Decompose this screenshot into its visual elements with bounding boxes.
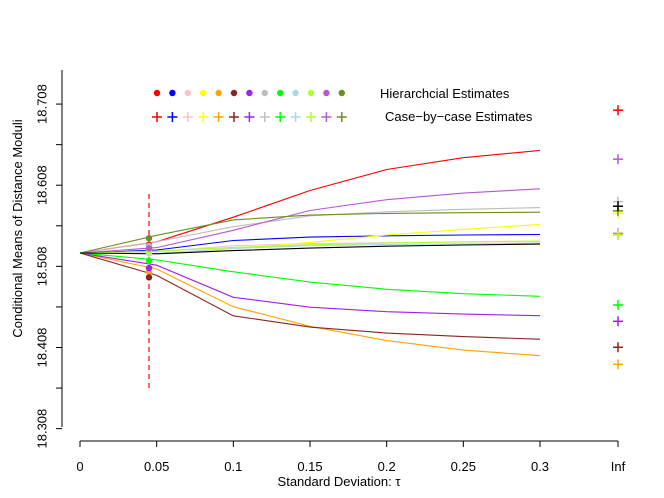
legend-dots <box>153 89 345 97</box>
legend-cross <box>167 112 178 122</box>
hierarchical-estimate-point <box>145 234 153 242</box>
series-line <box>79 243 541 255</box>
legend: Hierarchcial Estimates Case−by−case Esti… <box>152 86 533 124</box>
legend-dot <box>307 89 315 97</box>
legend-dot <box>169 89 176 97</box>
y-tick-label: 18.608 <box>35 165 50 205</box>
legend-cross <box>152 112 162 122</box>
x-tick-label: 0.25 <box>451 459 476 474</box>
legend-cross <box>259 112 270 122</box>
y-tick-label: 18.708 <box>35 84 50 124</box>
case-by-case-point <box>613 201 623 212</box>
legend-dot <box>292 89 299 97</box>
legend-hierarchical-label: Hierarchcial Estimates <box>380 86 510 101</box>
case-by-case-point <box>613 154 623 165</box>
series-line <box>79 207 541 254</box>
series-line <box>79 252 541 317</box>
hierarchical-estimate-point <box>145 274 153 281</box>
legend-cross <box>275 112 286 122</box>
legend-dot <box>184 89 191 97</box>
series-lines <box>79 149 541 357</box>
series-line <box>79 252 541 357</box>
case-by-case-point <box>613 105 623 116</box>
series-line <box>79 252 541 340</box>
legend-dot <box>246 89 253 97</box>
x-tick-label: Inf <box>611 459 626 474</box>
legend-cross <box>321 112 332 122</box>
x-tick-label: 0.2 <box>378 459 396 474</box>
legend-dot <box>261 89 268 97</box>
legend-cross <box>290 112 301 122</box>
legend-cross <box>213 112 224 122</box>
series-line <box>79 240 541 254</box>
case-by-case-point <box>613 342 623 353</box>
legend-dot <box>230 89 238 97</box>
x-tick-label: 0.05 <box>144 459 169 474</box>
series-line <box>79 211 541 254</box>
case-by-case-markers <box>613 105 623 370</box>
legend-case-label: Case−by−case Estimates <box>385 109 533 124</box>
x-axis-title: Standard Deviation: τ <box>278 474 402 489</box>
legend-dot <box>200 89 207 97</box>
legend-dot <box>215 89 222 97</box>
x-ticks: 0 0.05 0.1 0.15 0.2 0.25 0.3 Inf <box>76 441 626 474</box>
x-tick-label: 0.15 <box>297 459 322 474</box>
legend-cross <box>198 112 209 122</box>
hierarchical-estimate-point <box>145 264 153 272</box>
case-by-case-point <box>613 229 623 240</box>
legend-crosses <box>152 112 347 122</box>
legend-dot <box>277 89 284 97</box>
legend-dot <box>153 89 161 97</box>
y-ticks: 18.308 18.408 18.508 18.608 18.708 <box>35 84 62 449</box>
hierarchical-estimate-point <box>145 245 153 252</box>
case-by-case-point <box>613 316 623 327</box>
x-tick-label: 0.1 <box>224 459 242 474</box>
y-tick-label: 18.308 <box>35 409 50 449</box>
legend-cross <box>229 112 239 122</box>
legend-cross <box>244 112 255 122</box>
series-line <box>79 252 541 297</box>
legend-dot <box>323 89 330 97</box>
y-tick-label: 18.408 <box>35 328 50 368</box>
y-tick-label: 18.508 <box>35 246 50 286</box>
series-line <box>79 188 541 254</box>
y-axis-title: Conditional Means of Distance Moduli <box>10 119 25 337</box>
case-by-case-point <box>613 359 623 370</box>
legend-cross <box>182 112 193 122</box>
hierarchical-estimate-markers <box>145 194 153 392</box>
hierarchical-estimate-point <box>145 257 153 265</box>
legend-dot <box>338 89 345 97</box>
x-tick-label: 0.3 <box>531 459 549 474</box>
series-line <box>79 233 541 254</box>
legend-cross <box>336 112 347 122</box>
x-tick-label: 0 <box>76 459 83 474</box>
case-by-case-point <box>613 299 623 310</box>
legend-cross <box>306 112 316 122</box>
